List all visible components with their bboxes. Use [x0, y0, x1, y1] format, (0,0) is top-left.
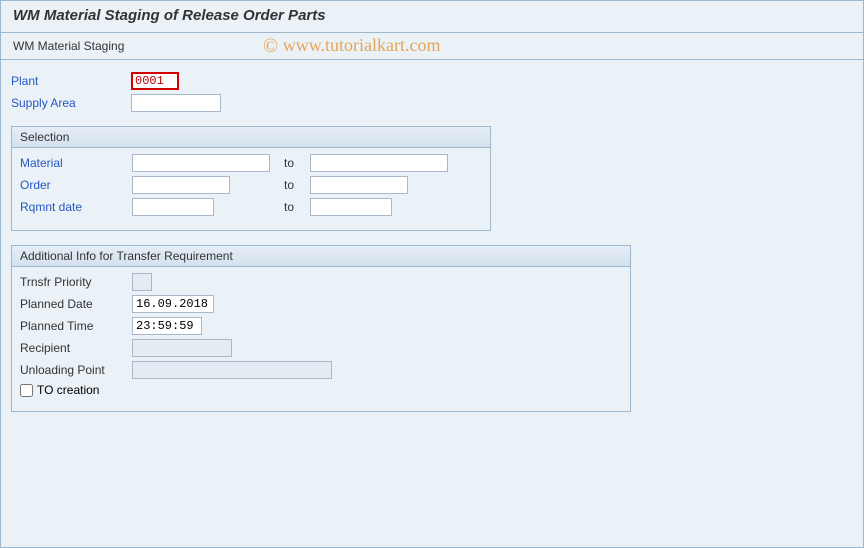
- supply-area-input[interactable]: [131, 94, 221, 112]
- rqmnt-to-label: to: [270, 200, 310, 214]
- planned-date-label: Planned Date: [20, 297, 132, 311]
- recipient-input[interactable]: [132, 339, 232, 357]
- planned-time-row: Planned Time: [20, 317, 622, 335]
- material-to-label: to: [270, 156, 310, 170]
- order-to-label: to: [270, 178, 310, 192]
- plant-input[interactable]: [131, 72, 179, 90]
- recipient-row: Recipient: [20, 339, 622, 357]
- order-from-input[interactable]: [132, 176, 230, 194]
- material-row: Material to: [20, 154, 482, 172]
- subtitle-bar: WM Material Staging: [1, 33, 863, 60]
- priority-label: Trnsfr Priority: [20, 275, 132, 289]
- title-bar: WM Material Staging of Release Order Par…: [1, 1, 863, 33]
- selection-group-header: Selection: [12, 127, 490, 148]
- unloading-input[interactable]: [132, 361, 332, 379]
- unloading-label: Unloading Point: [20, 363, 132, 377]
- planned-time-label: Planned Time: [20, 319, 132, 333]
- order-to-input[interactable]: [310, 176, 408, 194]
- priority-input[interactable]: [132, 273, 152, 291]
- additional-group-body: Trnsfr Priority Planned Date Planned Tim…: [12, 267, 630, 411]
- order-label: Order: [20, 178, 132, 192]
- page-title: WM Material Staging of Release Order Par…: [13, 7, 851, 24]
- planned-date-row: Planned Date: [20, 295, 622, 313]
- selection-group-body: Material to Order to Rqmnt date to: [12, 148, 490, 230]
- plant-label: Plant: [11, 74, 131, 88]
- supply-area-label: Supply Area: [11, 96, 131, 110]
- content-area: Plant Supply Area Selection Material to …: [1, 60, 863, 424]
- order-row: Order to: [20, 176, 482, 194]
- rqmnt-from-input[interactable]: [132, 198, 214, 216]
- selection-group: Selection Material to Order to Rqmnt dat…: [11, 126, 491, 231]
- additional-group-header: Additional Info for Transfer Requirement: [12, 246, 630, 267]
- rqmnt-row: Rqmnt date to: [20, 198, 482, 216]
- app-window: WM Material Staging of Release Order Par…: [0, 0, 864, 548]
- planned-time-input[interactable]: [132, 317, 202, 335]
- to-creation-checkbox[interactable]: [20, 384, 33, 397]
- priority-row: Trnsfr Priority: [20, 273, 622, 291]
- planned-date-input[interactable]: [132, 295, 214, 313]
- rqmnt-label: Rqmnt date: [20, 200, 132, 214]
- plant-row: Plant: [11, 72, 853, 90]
- unloading-row: Unloading Point: [20, 361, 622, 379]
- supply-area-row: Supply Area: [11, 94, 853, 112]
- rqmnt-to-input[interactable]: [310, 198, 392, 216]
- material-label: Material: [20, 156, 132, 170]
- material-to-input[interactable]: [310, 154, 448, 172]
- to-creation-row: TO creation: [20, 383, 622, 397]
- additional-group: Additional Info for Transfer Requirement…: [11, 245, 631, 412]
- recipient-label: Recipient: [20, 341, 132, 355]
- subtitle-text: WM Material Staging: [13, 39, 124, 53]
- to-creation-label: TO creation: [37, 383, 99, 397]
- material-from-input[interactable]: [132, 154, 270, 172]
